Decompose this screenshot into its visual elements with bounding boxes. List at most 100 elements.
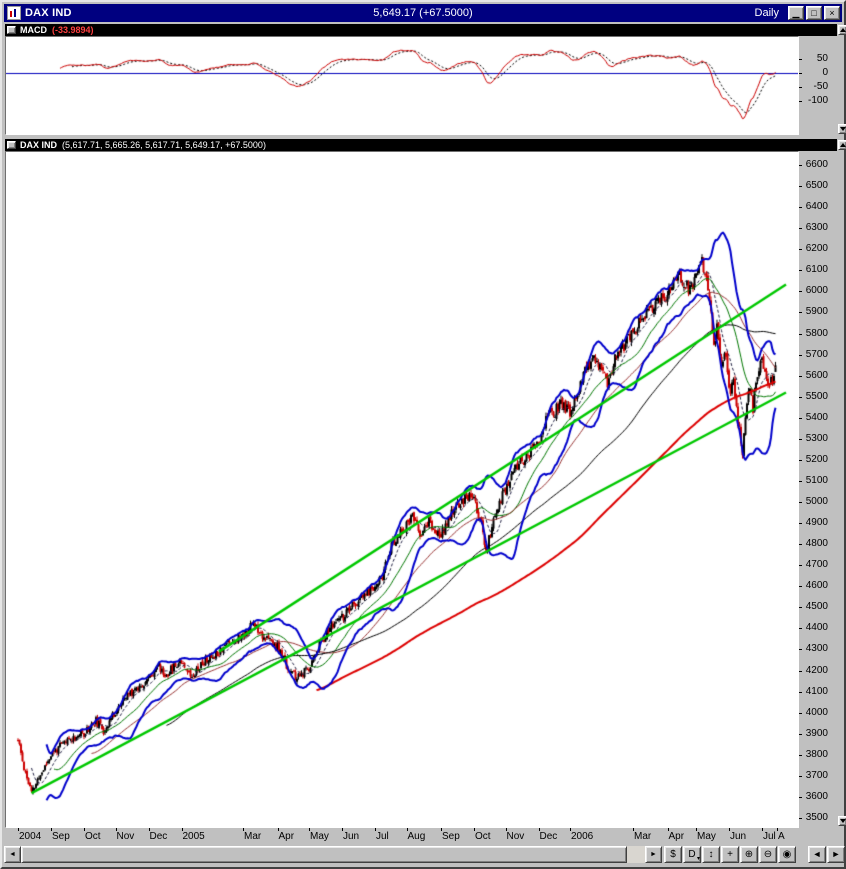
time-axis-tick — [667, 828, 669, 831]
price-plot-canvas[interactable] — [6, 152, 798, 827]
scrollbar-track[interactable] — [21, 846, 645, 863]
macd-collapse-button[interactable] — [7, 26, 16, 34]
price-axis-label: 4400 — [805, 622, 828, 634]
zoom-out-button[interactable]: ⊖ — [759, 846, 777, 863]
price-axis: 6600 6500 6400 6300 6200 6100 6000 5900 5800 5700… — [799, 151, 838, 828]
price-axis-label: 6600 — [805, 159, 828, 170]
quote-display: 5,649.17 (+67.5000) — [373, 7, 473, 19]
price-collapse-button[interactable] — [7, 141, 16, 149]
time-axis-label: Jun — [730, 831, 747, 842]
price-pane-scroll-down-button[interactable] — [838, 816, 846, 826]
close-button[interactable]: × — [824, 6, 840, 20]
restore-button[interactable]: □ — [806, 6, 822, 20]
time-axis-label: May — [697, 831, 716, 842]
price-axis-tick — [799, 165, 802, 166]
zoom-in-button[interactable]: ⊕ — [740, 846, 758, 863]
vertical-scale-button[interactable]: ↕ — [702, 846, 720, 863]
time-axis-label: 2004 — [19, 831, 42, 842]
time-axis-tick — [181, 828, 183, 831]
price-plot-area[interactable] — [5, 151, 799, 828]
chart-page-right-button[interactable]: ► — [827, 846, 845, 863]
time-axis-tick — [406, 828, 408, 831]
time-axis-tick — [243, 828, 244, 831]
price-axis-tick — [799, 628, 802, 630]
time-axis-tick — [696, 828, 697, 831]
time-axis-label: Jul — [763, 831, 776, 842]
price-axis-tick — [799, 228, 802, 230]
price-axis-label: 5300 — [805, 432, 828, 444]
price-axis-label: 5500 — [805, 390, 828, 402]
price-axis-label: 5100 — [805, 474, 828, 486]
time-axis-tick — [762, 828, 763, 831]
price-axis-tick — [799, 565, 802, 567]
minimize-button[interactable]: ▁ — [788, 6, 804, 20]
time-axis-label: Apr — [278, 831, 295, 842]
price-axis-label: 4600 — [805, 580, 828, 592]
price-axis-label: 6100 — [805, 264, 828, 276]
macd-pane-scroll-down-button[interactable] — [838, 124, 846, 134]
pan-tool-button[interactable]: + — [721, 846, 739, 863]
price-axis-tick — [799, 249, 802, 251]
price-axis-label: 5800 — [805, 327, 828, 339]
macd-plot-area[interactable] — [5, 36, 799, 135]
time-axis-tick — [777, 828, 778, 831]
panel-splitter[interactable] — [5, 135, 837, 139]
macd-pane-scroll-up-button[interactable] — [838, 25, 846, 35]
cash-price-button[interactable]: $ — [664, 846, 682, 863]
price-axis-label: 5200 — [805, 453, 828, 465]
price-axis-tick — [799, 333, 802, 335]
price-axis-label: 6400 — [805, 201, 828, 213]
price-axis-label: 4700 — [805, 559, 828, 571]
time-axis-tick — [51, 828, 52, 831]
time-axis-label: Aug — [407, 831, 426, 842]
time-axis-label: Apr — [668, 831, 685, 842]
price-axis-label: 6200 — [805, 243, 828, 255]
up-triangle-icon — [839, 28, 846, 32]
dropdown-caret-icon: ▾ — [696, 856, 700, 862]
chart-page-left-button[interactable]: ◄ — [808, 846, 826, 863]
price-axis-label: 3900 — [805, 727, 828, 739]
price-ohlc-readout: (5,617.71, 5,665.26, 5,617.71, 5,649.17,… — [62, 140, 266, 150]
price-pane-scroll-up-button[interactable] — [838, 140, 846, 150]
time-axis-tick — [729, 828, 730, 831]
time-axis-tick — [633, 828, 634, 831]
macd-axis-label: -100 — [807, 95, 828, 106]
price-axis-tick — [799, 649, 802, 651]
time-axis-label: Mar — [244, 831, 262, 842]
time-axis-tick — [18, 828, 19, 831]
price-axis-label: 4100 — [805, 685, 828, 697]
time-axis-tick — [570, 828, 571, 831]
price-axis-label: 3700 — [805, 769, 828, 781]
crosshair-tool-button[interactable]: ◉ — [778, 846, 796, 863]
macd-axis-tick — [799, 59, 802, 60]
macd-plot-canvas[interactable] — [6, 37, 798, 134]
scrollbar-right-arrow-button[interactable]: ► — [645, 846, 662, 863]
price-axis-tick — [799, 270, 802, 272]
time-axis-tick — [148, 828, 150, 831]
macd-value-axis: 50 0 -50 -100 — [799, 36, 838, 135]
time-axis-label: Dec — [149, 831, 168, 842]
period-daily-button[interactable]: D ▾ — [683, 846, 701, 863]
macd-axis-label: 0 — [822, 67, 828, 78]
title-bar[interactable]: DAX IND 5,649.17 (+67.5000) Daily ▁ □ × — [4, 4, 842, 22]
time-axis-label: 2005 — [182, 831, 205, 842]
time-axis-label: Jul — [376, 831, 389, 842]
price-axis-tick — [799, 670, 802, 672]
scrollbar-thumb[interactable] — [21, 846, 627, 863]
down-triangle-icon — [839, 819, 846, 823]
time-axis-label: Sep — [52, 831, 70, 842]
time-axis-label: Mar — [634, 831, 652, 842]
price-axis-tick — [799, 733, 802, 735]
price-axis-tick — [799, 480, 802, 482]
price-axis-tick — [799, 354, 802, 356]
time-axis-label: Dec — [539, 831, 558, 842]
price-axis-label: 5000 — [805, 496, 828, 508]
macd-axis-tick — [799, 87, 802, 88]
price-axis-tick — [799, 586, 802, 588]
scrollbar-left-arrow-button[interactable]: ◄ — [4, 846, 21, 863]
macd-axis-label: 50 — [816, 53, 828, 64]
macd-panel-title: MACD — [20, 25, 47, 35]
price-axis-label: 3800 — [805, 748, 828, 760]
time-axis-label: Oct — [85, 831, 101, 842]
price-axis-label: 6300 — [805, 222, 828, 234]
